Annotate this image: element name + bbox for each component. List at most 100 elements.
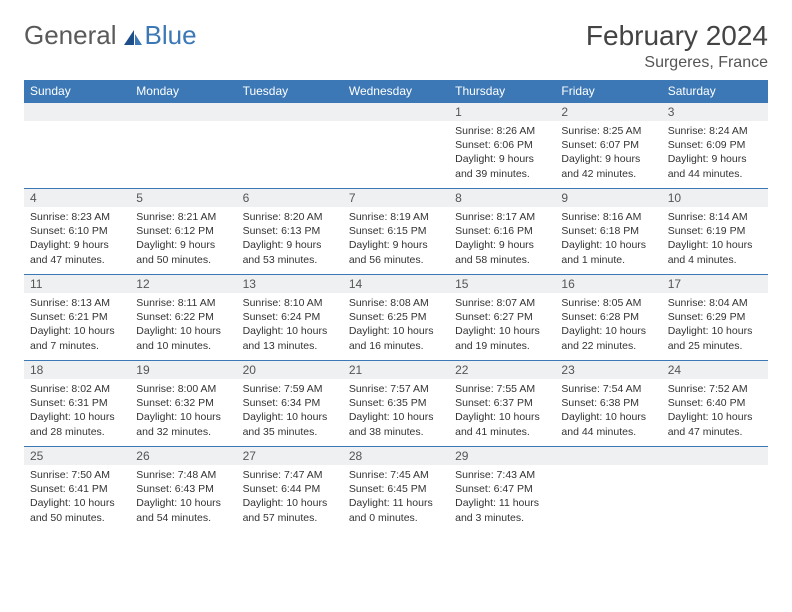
logo-text-general: General [24, 20, 117, 51]
calendar-day-cell: 10Sunrise: 8:14 AMSunset: 6:19 PMDayligh… [662, 188, 768, 274]
day-details: Sunrise: 8:21 AMSunset: 6:12 PMDaylight:… [130, 207, 236, 273]
day-detail-line: Daylight: 10 hours [668, 324, 762, 338]
day-detail-line: and 19 minutes. [455, 339, 549, 353]
day-detail-line: Daylight: 10 hours [30, 410, 124, 424]
day-number: 10 [662, 188, 768, 207]
day-detail-line: Sunrise: 7:43 AM [455, 468, 549, 482]
day-detail-line: and 10 minutes. [136, 339, 230, 353]
day-detail-line: Sunset: 6:43 PM [136, 482, 230, 496]
day-detail-line: Daylight: 9 hours [349, 238, 443, 252]
day-detail-line: Daylight: 10 hours [455, 324, 549, 338]
day-detail-line: and 57 minutes. [243, 511, 337, 525]
day-details: Sunrise: 8:24 AMSunset: 6:09 PMDaylight:… [662, 121, 768, 187]
day-detail-line: Sunset: 6:16 PM [455, 224, 549, 238]
day-detail-line: and 13 minutes. [243, 339, 337, 353]
day-detail-line: Sunset: 6:15 PM [349, 224, 443, 238]
day-detail-line: Sunrise: 7:54 AM [561, 382, 655, 396]
calendar-week-row: 4Sunrise: 8:23 AMSunset: 6:10 PMDaylight… [24, 188, 768, 274]
calendar-day-cell: 4Sunrise: 8:23 AMSunset: 6:10 PMDaylight… [24, 188, 130, 274]
calendar-week-row: 11Sunrise: 8:13 AMSunset: 6:21 PMDayligh… [24, 274, 768, 360]
day-detail-line: Daylight: 10 hours [136, 410, 230, 424]
day-details [662, 465, 768, 474]
month-title: February 2024 [586, 20, 768, 52]
day-detail-line: Sunset: 6:07 PM [561, 138, 655, 152]
day-number: 28 [343, 446, 449, 465]
calendar-day-cell: 18Sunrise: 8:02 AMSunset: 6:31 PMDayligh… [24, 360, 130, 446]
day-detail-line: Daylight: 10 hours [561, 410, 655, 424]
calendar-week-row: 25Sunrise: 7:50 AMSunset: 6:41 PMDayligh… [24, 446, 768, 532]
day-number: 19 [130, 360, 236, 379]
day-number [662, 446, 768, 465]
day-details: Sunrise: 7:54 AMSunset: 6:38 PMDaylight:… [555, 379, 661, 445]
day-details: Sunrise: 8:00 AMSunset: 6:32 PMDaylight:… [130, 379, 236, 445]
day-detail-line: Sunrise: 8:19 AM [349, 210, 443, 224]
day-detail-line: Sunrise: 8:25 AM [561, 124, 655, 138]
title-block: February 2024 Surgeres, France [586, 20, 768, 72]
day-detail-line: Sunrise: 7:52 AM [668, 382, 762, 396]
calendar-day-cell: 14Sunrise: 8:08 AMSunset: 6:25 PMDayligh… [343, 274, 449, 360]
day-details [343, 121, 449, 130]
day-detail-line: Sunset: 6:22 PM [136, 310, 230, 324]
day-detail-line: and 7 minutes. [30, 339, 124, 353]
calendar-day-cell [555, 446, 661, 532]
day-detail-line: Sunrise: 8:08 AM [349, 296, 443, 310]
day-detail-line: and 0 minutes. [349, 511, 443, 525]
day-detail-line: and 4 minutes. [668, 253, 762, 267]
day-number: 18 [24, 360, 130, 379]
calendar-day-cell: 1Sunrise: 8:26 AMSunset: 6:06 PMDaylight… [449, 102, 555, 188]
day-detail-line: and 3 minutes. [455, 511, 549, 525]
day-number: 4 [24, 188, 130, 207]
day-number: 1 [449, 102, 555, 121]
calendar-day-cell: 26Sunrise: 7:48 AMSunset: 6:43 PMDayligh… [130, 446, 236, 532]
day-number: 14 [343, 274, 449, 293]
day-detail-line: and 47 minutes. [668, 425, 762, 439]
day-detail-line: Daylight: 9 hours [455, 152, 549, 166]
day-details: Sunrise: 8:25 AMSunset: 6:07 PMDaylight:… [555, 121, 661, 187]
day-details: Sunrise: 7:45 AMSunset: 6:45 PMDaylight:… [343, 465, 449, 531]
weekday-header: Saturday [662, 80, 768, 102]
day-detail-line: Daylight: 9 hours [30, 238, 124, 252]
day-detail-line: Sunrise: 8:14 AM [668, 210, 762, 224]
day-detail-line: Sunset: 6:37 PM [455, 396, 549, 410]
day-detail-line: Sunrise: 8:21 AM [136, 210, 230, 224]
day-detail-line: Sunrise: 7:48 AM [136, 468, 230, 482]
day-details: Sunrise: 8:19 AMSunset: 6:15 PMDaylight:… [343, 207, 449, 273]
day-number: 16 [555, 274, 661, 293]
calendar-day-cell [24, 102, 130, 188]
weekday-header: Sunday [24, 80, 130, 102]
day-detail-line: Sunrise: 8:05 AM [561, 296, 655, 310]
day-detail-line: and 1 minute. [561, 253, 655, 267]
day-detail-line: Daylight: 9 hours [561, 152, 655, 166]
day-number: 3 [662, 102, 768, 121]
day-detail-line: and 44 minutes. [561, 425, 655, 439]
day-details: Sunrise: 8:20 AMSunset: 6:13 PMDaylight:… [237, 207, 343, 273]
day-detail-line: Sunrise: 8:04 AM [668, 296, 762, 310]
calendar-day-cell: 3Sunrise: 8:24 AMSunset: 6:09 PMDaylight… [662, 102, 768, 188]
day-number [130, 102, 236, 121]
day-detail-line: Sunrise: 8:17 AM [455, 210, 549, 224]
day-detail-line: Sunrise: 8:13 AM [30, 296, 124, 310]
day-detail-line: Daylight: 10 hours [561, 238, 655, 252]
day-details: Sunrise: 8:17 AMSunset: 6:16 PMDaylight:… [449, 207, 555, 273]
day-detail-line: Sunrise: 8:24 AM [668, 124, 762, 138]
day-detail-line: and 38 minutes. [349, 425, 443, 439]
calendar-day-cell: 8Sunrise: 8:17 AMSunset: 6:16 PMDaylight… [449, 188, 555, 274]
day-detail-line: Sunset: 6:41 PM [30, 482, 124, 496]
day-number: 15 [449, 274, 555, 293]
day-detail-line: Sunrise: 8:00 AM [136, 382, 230, 396]
day-detail-line: Sunrise: 7:57 AM [349, 382, 443, 396]
day-detail-line: Daylight: 10 hours [455, 410, 549, 424]
day-details: Sunrise: 8:08 AMSunset: 6:25 PMDaylight:… [343, 293, 449, 359]
calendar-day-cell: 2Sunrise: 8:25 AMSunset: 6:07 PMDaylight… [555, 102, 661, 188]
day-number: 2 [555, 102, 661, 121]
day-detail-line: Sunset: 6:32 PM [136, 396, 230, 410]
day-detail-line: Daylight: 10 hours [668, 410, 762, 424]
weekday-header: Wednesday [343, 80, 449, 102]
day-detail-line: Sunrise: 8:16 AM [561, 210, 655, 224]
day-detail-line: Sunrise: 8:07 AM [455, 296, 549, 310]
day-number: 20 [237, 360, 343, 379]
day-details [130, 121, 236, 130]
day-detail-line: Sunset: 6:21 PM [30, 310, 124, 324]
calendar-day-cell [237, 102, 343, 188]
weekday-header: Friday [555, 80, 661, 102]
